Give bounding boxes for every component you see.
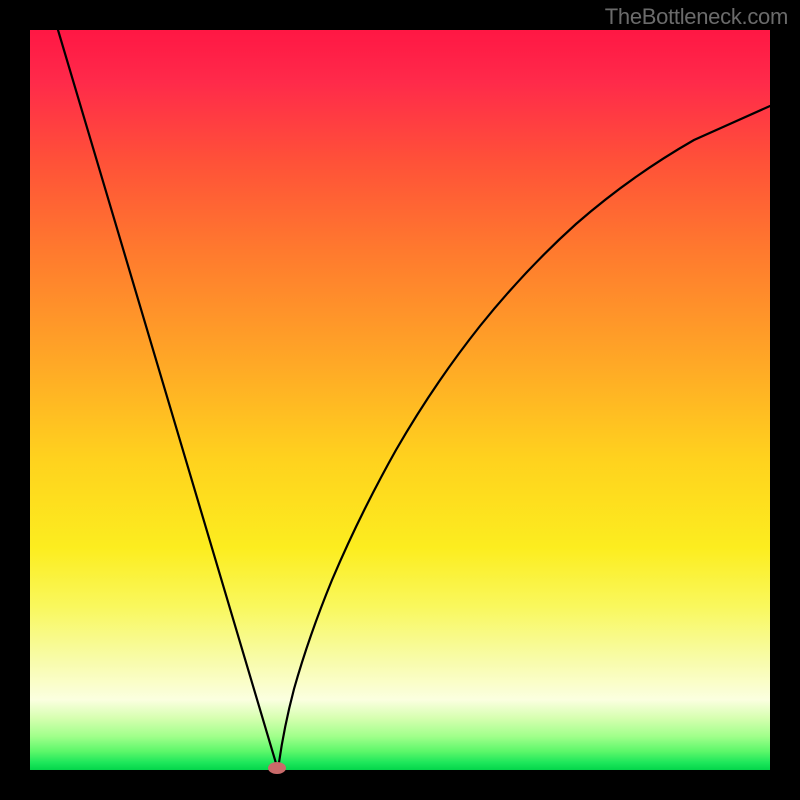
chart-container: TheBottleneck.com [0, 0, 800, 800]
bottleneck-marker [268, 762, 286, 774]
plot-background [30, 30, 770, 770]
watermark-text: TheBottleneck.com [605, 4, 788, 30]
bottleneck-chart [0, 0, 800, 800]
